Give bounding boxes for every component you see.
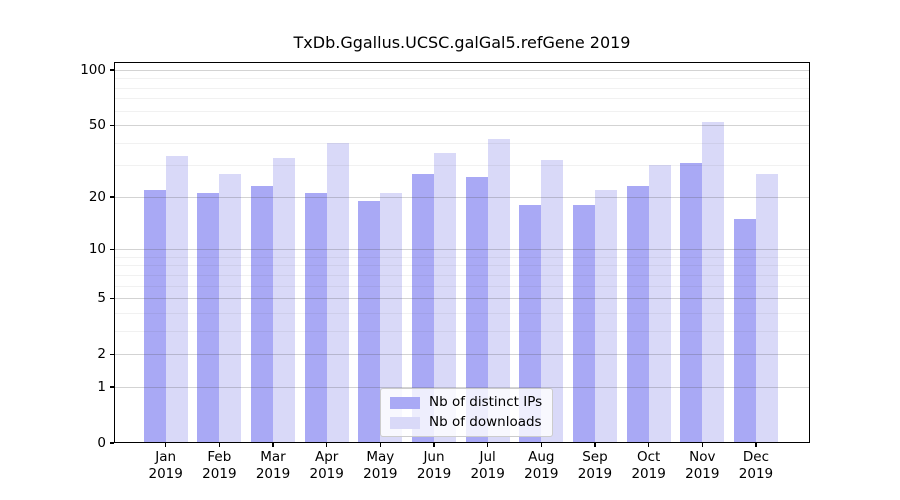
- y-tick-label: 10: [88, 241, 106, 258]
- x-tick-mark: [326, 443, 328, 447]
- y-tick-label: 0: [97, 435, 106, 451]
- x-tick-label-dec: Dec 2019: [738, 449, 774, 482]
- bar-aug-distinct-ips: [519, 205, 542, 443]
- bar-aug-downloads: [541, 160, 564, 443]
- bar-dec-downloads: [755, 173, 778, 443]
- bar-jul-downloads: [487, 139, 510, 443]
- legend-swatch-distinct-ips-icon: [390, 396, 420, 409]
- y-gridline-major: [114, 386, 810, 388]
- legend: Nb of distinct IPs Nb of downloads: [380, 388, 554, 437]
- x-tick-mark: [540, 443, 543, 447]
- bar-jan-downloads: [165, 155, 188, 443]
- bar-nov-distinct-ips: [680, 162, 703, 443]
- x-tick-label-oct: Oct 2019: [631, 449, 666, 482]
- y-tick-mark: [110, 297, 114, 299]
- y-tick-mark: [110, 386, 114, 388]
- y-tick-label: 5: [97, 290, 106, 307]
- legend-item-distinct-ips: Nb of distinct IPs: [390, 394, 542, 411]
- y-tick-mark: [110, 353, 114, 355]
- y-gridline-minor: [114, 265, 810, 267]
- y-tick-mark: [110, 442, 114, 444]
- x-tick-mark: [648, 443, 650, 447]
- y-gridline-major: [114, 354, 810, 356]
- y-gridline-major: [114, 196, 810, 198]
- y-gridline-major: [114, 298, 810, 300]
- x-tick-label-jun: Jun 2019: [416, 449, 452, 482]
- bar-apr-distinct-ips: [304, 193, 327, 443]
- y-gridline-major: [114, 70, 810, 71]
- bar-jun-distinct-ips: [412, 173, 434, 443]
- bar-jul-distinct-ips: [465, 176, 488, 443]
- y-gridline-minor: [114, 87, 810, 89]
- x-tick-mark: [433, 443, 435, 447]
- x-tick-mark: [218, 443, 221, 447]
- bar-sep-distinct-ips: [572, 205, 595, 443]
- legend-label-downloads: Nb of downloads: [429, 414, 542, 430]
- bar-oct-distinct-ips: [626, 186, 649, 443]
- x-tick-label-aug: Aug 2019: [524, 449, 559, 482]
- bar-apr-downloads: [326, 142, 349, 443]
- y-tick-label: 20: [88, 188, 106, 205]
- x-tick-mark: [701, 443, 703, 447]
- bar-mar-distinct-ips: [251, 186, 274, 443]
- x-tick-mark: [487, 443, 489, 447]
- legend-swatch-downloads-icon: [390, 416, 420, 429]
- bar-feb-distinct-ips: [197, 193, 220, 443]
- x-tick-mark: [379, 443, 382, 447]
- bar-feb-downloads: [219, 173, 242, 443]
- bar-mar-downloads: [273, 157, 296, 443]
- y-gridline-major: [114, 249, 810, 251]
- legend-item-downloads: Nb of downloads: [390, 414, 542, 431]
- bar-jan-distinct-ips: [143, 189, 166, 443]
- y-gridline-minor: [114, 330, 810, 332]
- chart-title: TxDb.Ggallus.UCSC.galGal5.refGene 2019: [293, 33, 631, 52]
- y-tick-label: 1: [97, 378, 106, 395]
- bar-sep-downloads: [594, 189, 617, 443]
- x-tick-label-jul: Jul 2019: [470, 449, 505, 482]
- x-tick-label-apr: Apr 2019: [309, 449, 344, 482]
- y-tick-mark: [110, 196, 114, 198]
- bar-nov-downloads: [702, 122, 725, 443]
- y-gridline-minor: [114, 98, 810, 100]
- x-tick-mark: [755, 443, 757, 447]
- x-tick-label-feb: Feb 2019: [202, 449, 237, 482]
- x-tick-label-mar: Mar 2019: [255, 449, 291, 482]
- x-tick-mark: [272, 443, 274, 447]
- y-gridline-minor: [114, 312, 810, 314]
- y-gridline-minor: [114, 256, 810, 258]
- y-tick-label: 2: [97, 346, 106, 363]
- y-tick-label: 50: [88, 117, 106, 134]
- x-tick-mark: [165, 443, 167, 447]
- y-tick-mark: [110, 248, 114, 250]
- y-gridline-minor: [114, 110, 810, 112]
- y-gridline-minor: [114, 285, 810, 287]
- x-tick-label-nov: Nov 2019: [685, 449, 720, 482]
- x-tick-label-jan: Jan 2019: [148, 449, 183, 482]
- y-gridline-major: [114, 125, 810, 127]
- y-tick-mark: [110, 124, 114, 126]
- y-tick-label: 100: [80, 62, 106, 78]
- y-tick-mark: [110, 69, 114, 71]
- bar-dec-distinct-ips: [733, 218, 756, 443]
- legend-label-distinct-ips: Nb of distinct IPs: [429, 394, 543, 410]
- bar-oct-downloads: [648, 165, 671, 443]
- y-gridline-minor: [114, 142, 810, 144]
- plot-area: [114, 62, 810, 443]
- x-tick-label-sep: Sep 2019: [577, 449, 613, 482]
- x-tick-mark: [594, 443, 596, 447]
- y-gridline-minor: [114, 78, 810, 80]
- bar-may-distinct-ips: [358, 200, 381, 443]
- bar-may-downloads: [380, 193, 403, 443]
- y-gridline-minor: [114, 274, 810, 276]
- y-gridline-minor: [114, 165, 810, 167]
- x-tick-label-may: May 2019: [363, 449, 398, 482]
- bar-jun-downloads: [434, 153, 456, 443]
